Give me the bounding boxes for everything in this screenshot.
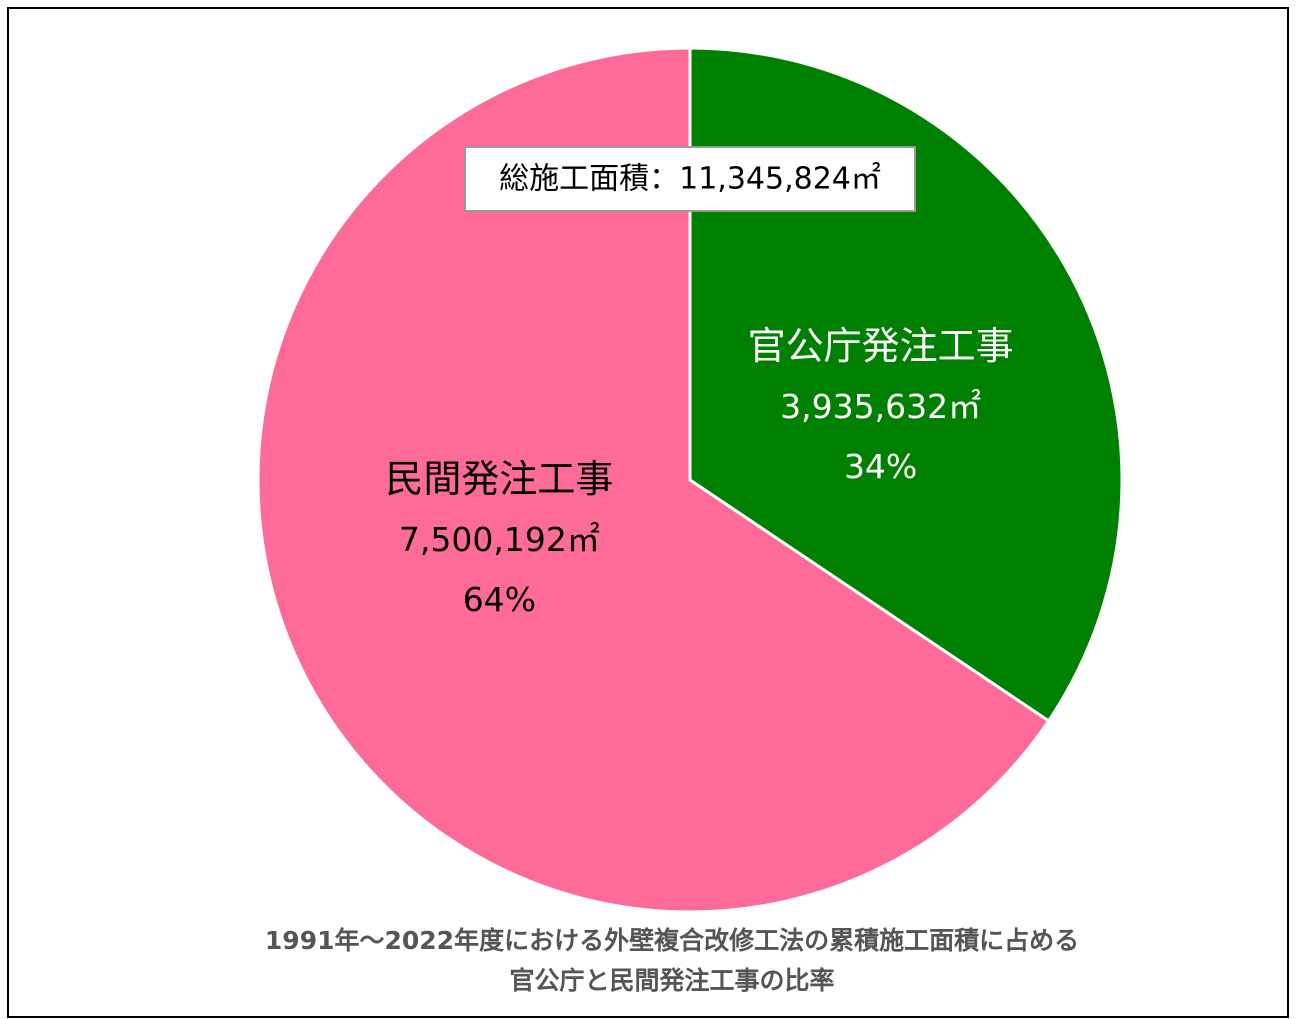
value-label: 7,500,192㎡	[399, 520, 600, 559]
slice-label: 民間発注工事	[385, 457, 613, 501]
pie	[256, 46, 1124, 914]
labels: 官公庁発注工事 3,935,632㎡ 34% 民間発注工事 7,500,192㎡ 64%	[385, 324, 1013, 619]
annotation-box	[464, 146, 916, 212]
slice-label: 官公庁発注工事	[748, 324, 1014, 368]
pie-slice	[256, 46, 1051, 914]
percentage-label: 34%	[844, 447, 917, 486]
percentage-label: 64%	[463, 580, 536, 619]
chart-title: 1991年～2022年度における外壁複合改修工法の累積施工面積に占める	[265, 926, 1079, 955]
chart-title: 官公庁と民間発注工事の比率	[509, 966, 834, 995]
annotation: 総施工面積：11,345,824㎡	[499, 162, 881, 197]
value-label: 3,935,632㎡	[780, 387, 981, 426]
pie-slice	[688, 46, 1124, 723]
